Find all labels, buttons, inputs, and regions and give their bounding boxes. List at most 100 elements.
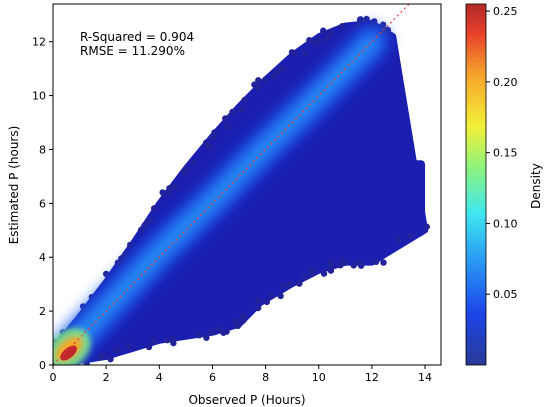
x-tick-label: 14 <box>418 371 432 384</box>
x-tick-label: 6 <box>209 371 216 384</box>
scatter-point <box>113 347 121 354</box>
scatter-point <box>170 339 177 347</box>
x-axis: 0 2 4 6 8 10 12 14 <box>50 365 432 384</box>
scatter-point <box>223 328 230 335</box>
scatter-point <box>208 328 215 336</box>
scatter-point <box>286 280 293 287</box>
scatter-point <box>423 223 430 230</box>
scatter-point <box>150 205 158 212</box>
plot-area <box>53 4 430 365</box>
scatter-point <box>83 359 90 365</box>
y-tick-label: 10 <box>32 90 46 103</box>
scatter-point <box>211 129 218 136</box>
scatter-point <box>263 298 271 306</box>
scatter-point <box>379 21 387 28</box>
rmse-annotation: RMSE = 11.290% <box>80 44 185 58</box>
colorbar-tick-label: 0.15 <box>493 147 518 160</box>
r-squared-annotation: R-Squared = 0.904 <box>80 30 194 44</box>
scatter-point <box>240 313 247 320</box>
scatter-point <box>328 262 335 269</box>
scatter-point <box>350 262 357 269</box>
scatter-point <box>97 353 104 361</box>
scatter-point <box>324 34 331 42</box>
scatter-point <box>339 23 346 30</box>
scatter-point <box>277 292 284 300</box>
y-axis-label: Estimated P (hours) <box>7 126 21 245</box>
x-tick-label: 2 <box>103 371 110 384</box>
scatter-point <box>301 274 309 281</box>
scatter-point <box>205 143 213 151</box>
scatter-point <box>114 259 122 266</box>
scatter-point <box>150 337 157 345</box>
scatter-point <box>122 250 129 258</box>
colorbar-tick-label: 0.20 <box>493 76 518 89</box>
colorbar-tick-label: 0.25 <box>493 5 518 18</box>
x-tick-label: 12 <box>365 371 379 384</box>
scatter-point <box>395 236 402 243</box>
scatter-point <box>270 72 278 80</box>
scatter-point <box>296 280 303 287</box>
y-tick-label: 0 <box>39 359 46 372</box>
point-cloud-right-cluster <box>377 160 426 236</box>
y-tick-label: 12 <box>32 36 46 49</box>
scatter-point <box>127 241 134 249</box>
scatter-point <box>255 297 262 305</box>
scatter-point <box>215 325 222 333</box>
scatter-point <box>380 259 387 266</box>
x-tick-label: 0 <box>50 371 57 384</box>
colorbar-label: Density <box>529 163 543 209</box>
scatter-point <box>141 221 149 229</box>
scatter-point <box>171 183 179 190</box>
scatter-point <box>288 49 296 56</box>
scatter-point <box>222 115 229 122</box>
scatter-point <box>255 77 262 84</box>
scatter-point <box>308 269 316 277</box>
scatter-point <box>407 232 414 240</box>
density-band-inner <box>53 34 379 365</box>
scatter-point <box>195 332 203 339</box>
scatter-point <box>384 26 392 34</box>
scatter-point <box>306 36 313 44</box>
scatter-point <box>254 84 261 91</box>
colorbar-gradient <box>465 3 487 366</box>
colorbar-tick-label: 0.05 <box>493 288 518 301</box>
scatter-point <box>125 342 133 350</box>
scatter-point <box>262 76 269 83</box>
scatter-point <box>166 187 173 195</box>
scatter-point <box>254 304 262 312</box>
scatter-point <box>301 49 308 57</box>
scatter-point <box>164 336 171 344</box>
x-tick-label: 10 <box>312 371 326 384</box>
x-tick-label: 8 <box>262 371 269 384</box>
scatter-point <box>229 108 236 116</box>
y-tick-label: 8 <box>39 143 46 156</box>
scatter-point <box>107 355 114 363</box>
scatter-point <box>320 27 327 34</box>
scatter-point <box>210 134 217 141</box>
scatter-point <box>145 343 153 351</box>
scatter-point <box>224 122 231 130</box>
scatter-point <box>339 258 346 265</box>
scatter-point <box>268 292 275 300</box>
scatter-point <box>234 322 242 330</box>
scatter-point <box>327 29 334 37</box>
scatter-point <box>189 159 197 166</box>
scatter-point <box>357 16 364 23</box>
scatter-point <box>241 96 248 104</box>
scatter-point <box>203 334 210 341</box>
scatter-point <box>320 270 328 277</box>
scatter-point <box>159 189 166 196</box>
y-tick-label: 4 <box>39 251 46 264</box>
scatter-point <box>327 267 335 274</box>
x-axis-label: Observed P (Hours) <box>188 393 305 407</box>
scatter-point <box>356 259 363 266</box>
scatter-point <box>354 21 362 28</box>
plot-frame <box>52 3 442 366</box>
scatter-point <box>363 15 370 23</box>
colorbar: 0.05 0.10 0.15 0.20 0.25 Density <box>465 3 543 366</box>
y-tick-label: 6 <box>39 197 46 210</box>
scatter-point <box>315 36 322 44</box>
scatter-point <box>102 270 110 278</box>
colorbar-tick-label: 0.10 <box>493 217 518 230</box>
